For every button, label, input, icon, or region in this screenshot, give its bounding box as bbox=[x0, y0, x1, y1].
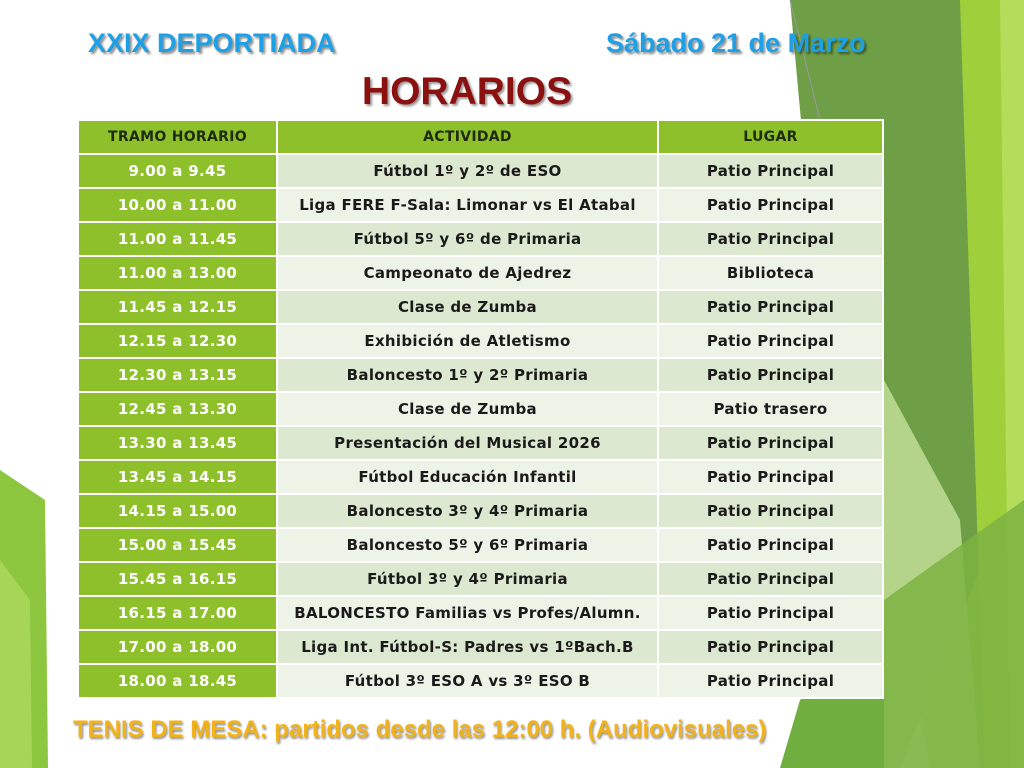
table-row: 12.30 a 13.15 Baloncesto 1º y 2º Primaria… bbox=[77, 357, 884, 393]
cell-activity: Presentación del Musical 2026 bbox=[276, 425, 659, 461]
table-row: 15.45 a 16.15 Fútbol 3º y 4º Primaria Pati… bbox=[77, 561, 884, 597]
cell-time: 11.00 a 13.00 bbox=[77, 255, 278, 291]
cell-place: Patio Principal bbox=[657, 187, 884, 223]
table-header-row: TRAMO HORARIO ACTIVIDAD LUGAR bbox=[77, 119, 884, 155]
cell-place: Patio trasero bbox=[657, 391, 884, 427]
table-row: 9.00 a 9.45 Fútbol 1º y 2º de ESO Patio Pr… bbox=[77, 153, 884, 189]
cell-activity: Baloncesto 5º y 6º Primaria bbox=[276, 527, 659, 563]
cell-place: Biblioteca bbox=[657, 255, 884, 291]
cell-place: Patio Principal bbox=[657, 323, 884, 359]
table-row: 15.00 a 15.45 Baloncesto 5º y 6º Primaria… bbox=[77, 527, 884, 563]
table-row: 12.45 a 13.30 Clase de Zumba Patio trasero bbox=[77, 391, 884, 427]
cell-activity: Fútbol 1º y 2º de ESO bbox=[276, 153, 659, 189]
event-title: XXIX DEPORTIADA bbox=[88, 28, 336, 58]
cell-place: Patio Principal bbox=[657, 595, 884, 631]
cell-activity: Liga FERE F-Sala: Limonar vs El Atabal bbox=[276, 187, 659, 223]
cell-time: 16.15 a 17.00 bbox=[77, 595, 278, 631]
cell-time: 12.45 a 13.30 bbox=[77, 391, 278, 427]
column-header-place: LUGAR bbox=[657, 119, 884, 155]
table-row: 17.00 a 18.00 Liga Int. Fútbol-S: Padres … bbox=[77, 629, 884, 665]
table-row: 16.15 a 17.00 BALONCESTO Familias vs Prof… bbox=[77, 595, 884, 631]
cell-time: 11.00 a 11.45 bbox=[77, 221, 278, 257]
cell-place: Patio Principal bbox=[657, 357, 884, 393]
footer-note: TENIS DE MESA: partidos desde las 12:00 … bbox=[73, 716, 767, 743]
cell-activity: Baloncesto 1º y 2º Primaria bbox=[276, 357, 659, 393]
page-title: HORARIOS bbox=[361, 70, 573, 113]
table-row: 13.45 a 14.15 Fútbol Educación Infantil Pa… bbox=[77, 459, 884, 495]
cell-activity: Campeonato de Ajedrez bbox=[276, 255, 659, 291]
table-row: 14.15 a 15.00 Baloncesto 3º y 4º Primaria… bbox=[77, 493, 884, 529]
cell-place: Patio Principal bbox=[657, 425, 884, 461]
cell-time: 9.00 a 9.45 bbox=[77, 153, 278, 189]
cell-time: 10.00 a 11.00 bbox=[77, 187, 278, 223]
cell-place: Patio Principal bbox=[657, 561, 884, 597]
cell-activity: Fútbol 3º ESO A vs 3º ESO B bbox=[276, 663, 659, 699]
cell-time: 15.00 a 15.45 bbox=[77, 527, 278, 563]
cell-time: 15.45 a 16.15 bbox=[77, 561, 278, 597]
table-row: 11.00 a 13.00 Campeonato de Ajedrez Biblio… bbox=[77, 255, 884, 291]
table-row: 12.15 a 12.30 Exhibición de Atletismo Pati… bbox=[77, 323, 884, 359]
cell-activity: BALONCESTO Familias vs Profes/Alumn. bbox=[276, 595, 659, 631]
table-row: 11.45 a 12.15 Clase de Zumba Patio Princip… bbox=[77, 289, 884, 325]
cell-place: Patio Principal bbox=[657, 459, 884, 495]
cell-time: 12.15 a 12.30 bbox=[77, 323, 278, 359]
cell-place: Patio Principal bbox=[657, 221, 884, 257]
cell-time: 13.45 a 14.15 bbox=[77, 459, 278, 495]
cell-time: 18.00 a 18.45 bbox=[77, 663, 278, 699]
column-header-time: TRAMO HORARIO bbox=[77, 119, 278, 155]
cell-activity: Fútbol 5º y 6º de Primaria bbox=[276, 221, 659, 257]
cell-activity: Clase de Zumba bbox=[276, 391, 659, 427]
event-date: Sábado 21 de Marzo bbox=[606, 28, 866, 58]
cell-place: Patio Principal bbox=[657, 153, 884, 189]
cell-activity: Liga Int. Fútbol-S: Padres vs 1ºBach.B bbox=[276, 629, 659, 665]
table-row: 11.00 a 11.45 Fútbol 5º y 6º de Primaria P… bbox=[77, 221, 884, 257]
cell-place: Patio Principal bbox=[657, 629, 884, 665]
table-row: 13.30 a 13.45 Presentación del Musical 20… bbox=[77, 425, 884, 461]
cell-activity: Baloncesto 3º y 4º Primaria bbox=[276, 493, 659, 529]
cell-place: Patio Principal bbox=[657, 289, 884, 325]
cell-time: 17.00 a 18.00 bbox=[77, 629, 278, 665]
cell-activity: Exhibición de Atletismo bbox=[276, 323, 659, 359]
cell-place: Patio Principal bbox=[657, 493, 884, 529]
cell-place: Patio Principal bbox=[657, 663, 884, 699]
schedule-table: TRAMO HORARIO ACTIVIDAD LUGAR 9.00 a 9.4… bbox=[77, 119, 884, 699]
cell-activity: Clase de Zumba bbox=[276, 289, 659, 325]
cell-place: Patio Principal bbox=[657, 527, 884, 563]
cell-activity: Fútbol Educación Infantil bbox=[276, 459, 659, 495]
table-row: 10.00 a 11.00 Liga FERE F-Sala: Limonar v… bbox=[77, 187, 884, 223]
column-header-activity: ACTIVIDAD bbox=[276, 119, 659, 155]
cell-time: 14.15 a 15.00 bbox=[77, 493, 278, 529]
cell-time: 11.45 a 12.15 bbox=[77, 289, 278, 325]
cell-activity: Fútbol 3º y 4º Primaria bbox=[276, 561, 659, 597]
cell-time: 12.30 a 13.15 bbox=[77, 357, 278, 393]
cell-time: 13.30 a 13.45 bbox=[77, 425, 278, 461]
table-row: 18.00 a 18.45 Fútbol 3º ESO A vs 3º ESO B… bbox=[77, 663, 884, 699]
